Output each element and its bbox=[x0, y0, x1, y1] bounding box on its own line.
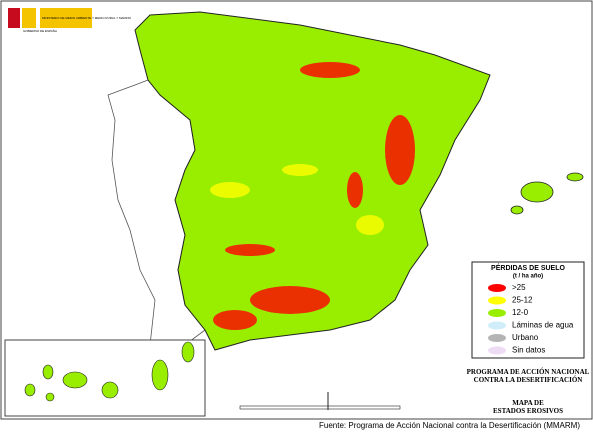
island bbox=[181, 341, 195, 363]
legend-label: 12-0 bbox=[512, 308, 529, 317]
erosion-zone bbox=[300, 62, 360, 78]
island bbox=[62, 371, 88, 389]
legend-label: Urbano bbox=[512, 333, 539, 342]
logo: GOBIERNO DE ESPAÑA MINISTERIO DE MEDIO A… bbox=[8, 8, 132, 33]
legend-label: 25-12 bbox=[512, 296, 533, 305]
erosion-zone bbox=[225, 244, 275, 256]
scale-bar bbox=[239, 405, 401, 410]
legend-swatch bbox=[488, 334, 506, 342]
legend-swatch bbox=[488, 296, 506, 305]
legend-title: PÉRDIDAS DE SUELO bbox=[491, 263, 565, 272]
erosion-zone bbox=[213, 310, 257, 330]
legend-label: Láminas de agua bbox=[512, 321, 574, 330]
erosion-zone bbox=[385, 115, 415, 185]
island bbox=[520, 181, 554, 203]
legend-swatch bbox=[488, 309, 506, 317]
legend: PÉRDIDAS DE SUELO (t / ha año) >25 25-12 1… bbox=[471, 261, 585, 359]
erosion-zone bbox=[282, 164, 318, 176]
island bbox=[24, 383, 36, 397]
erosion-zone bbox=[356, 215, 384, 235]
legend-swatch bbox=[488, 321, 506, 330]
island bbox=[510, 205, 524, 215]
program-title: PROGRAMA DE ACCIÓN NACIONAL CONTRA LA DES… bbox=[467, 368, 590, 384]
legend-label: Sin datos bbox=[512, 346, 545, 355]
canary-islands bbox=[24, 341, 195, 402]
erosion-mid bbox=[210, 164, 384, 235]
logo-shield bbox=[8, 8, 20, 28]
logo-ministry: MINISTERIO DE MEDIO AMBIENTE Y MEDIO RUR… bbox=[42, 16, 132, 20]
logo-government: GOBIERNO DE ESPAÑA bbox=[23, 28, 57, 33]
island bbox=[42, 364, 54, 380]
legend-box bbox=[471, 261, 585, 359]
erosion-zone bbox=[347, 172, 363, 208]
balearic-islands bbox=[510, 172, 584, 215]
logo-band bbox=[40, 8, 92, 28]
legend-subtitle: (t / ha año) bbox=[513, 274, 543, 280]
island bbox=[101, 381, 119, 399]
island bbox=[45, 392, 55, 402]
legend-swatch bbox=[488, 284, 506, 292]
map-title: MAPA DE ESTADOS EROSIVOS bbox=[493, 399, 563, 415]
legend-label: >25 bbox=[512, 283, 526, 292]
island bbox=[151, 359, 169, 391]
erosion-zone bbox=[210, 182, 250, 198]
erosion-high bbox=[213, 62, 415, 330]
canarias-inset bbox=[4, 339, 206, 417]
erosion-zone bbox=[250, 286, 330, 314]
spain bbox=[134, 11, 491, 351]
island bbox=[566, 172, 584, 182]
logo-flag bbox=[22, 8, 36, 28]
source: Fuente: Programa de Acción Nacional cont… bbox=[319, 421, 580, 430]
legend-swatch bbox=[488, 346, 506, 355]
